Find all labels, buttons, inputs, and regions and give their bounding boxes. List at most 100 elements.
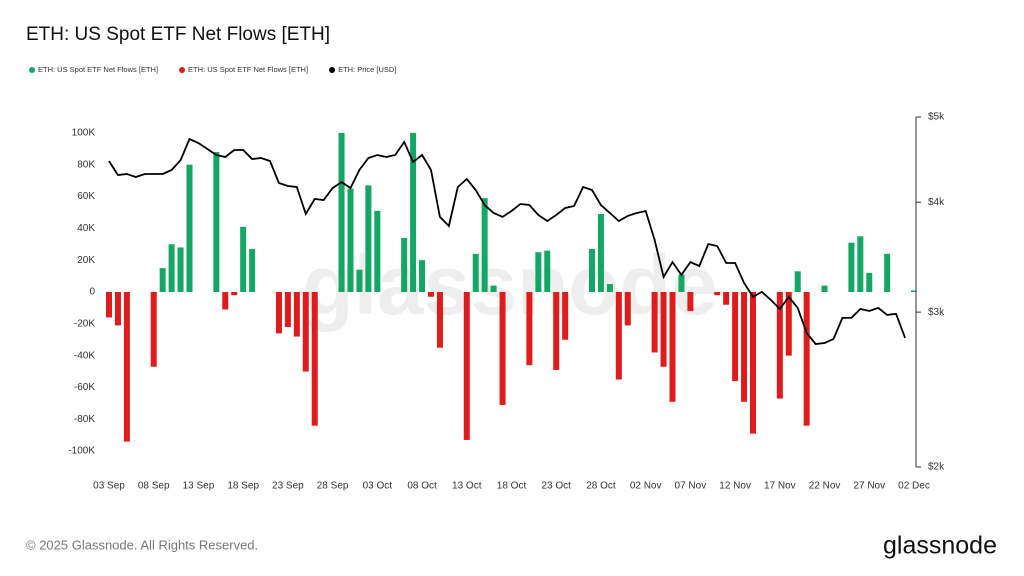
bar (302, 292, 309, 372)
x-tick-label: 28 Sep (317, 481, 349, 492)
y-tick-label: 80K (77, 159, 95, 170)
bar (884, 253, 891, 292)
y-tick-label: -40K (74, 350, 95, 361)
bar (401, 237, 408, 292)
bar (723, 292, 730, 305)
bar (562, 292, 569, 340)
bar (356, 269, 363, 292)
bar (714, 292, 721, 296)
y-tick-label: 0 (89, 287, 95, 298)
x-tick-label: 23 Sep (272, 481, 304, 492)
bar (123, 292, 130, 442)
bar (776, 292, 783, 399)
y-tick-label: -60K (74, 382, 95, 393)
bar (410, 132, 417, 292)
legend-label: ETH: US Spot ETF Net Flows [ETH] (38, 65, 158, 74)
bar (293, 292, 300, 337)
bar (159, 268, 166, 292)
bar (374, 210, 381, 292)
y-tick-label: -20K (74, 318, 95, 329)
bar (428, 292, 434, 297)
bar (597, 214, 604, 292)
bar (168, 244, 175, 292)
y-tick-label: 20K (77, 255, 95, 266)
bar (222, 292, 229, 310)
x-tick-label: 27 Nov (853, 481, 885, 492)
bar (553, 292, 560, 370)
y-tick-label: -80K (74, 414, 95, 425)
bar (231, 292, 238, 296)
bar (660, 292, 667, 367)
y-tick-label: 100K (72, 128, 96, 139)
x-tick-label: 07 Nov (675, 481, 707, 492)
legend-marker (329, 67, 336, 73)
bar (365, 185, 372, 292)
bar (526, 292, 533, 366)
bar (275, 292, 282, 334)
y-tick-label: -100K (68, 446, 95, 457)
y-tick-label: 60K (77, 191, 95, 202)
bar (732, 292, 739, 382)
bar (687, 292, 694, 312)
bar (114, 292, 121, 326)
bar (866, 272, 873, 292)
x-tick-label: 08 Oct (407, 481, 437, 492)
logo: glassnode (883, 532, 997, 560)
x-tick-label: 02 Dec (898, 481, 930, 492)
bar (624, 292, 631, 326)
footer: © 2025 Glassnode. All Rights Reserved. (26, 537, 258, 552)
legend-label: ETH: Price [USD] (338, 65, 396, 74)
bar (490, 285, 497, 292)
bar (106, 292, 112, 318)
x-tick-label: 12 Nov (719, 481, 751, 492)
bar (741, 292, 748, 402)
y2-tick-label: $3k (928, 307, 945, 318)
x-tick-label: 03 Oct (363, 481, 393, 492)
bar (499, 292, 506, 405)
bar (472, 253, 479, 292)
bar (606, 284, 613, 292)
legend-label: ETH: US Spot ETF Net Flows [ETH] (188, 65, 308, 74)
chart-title: ETH: US Spot ETF Net Flows [ETH] (26, 24, 330, 45)
bar (419, 260, 426, 292)
watermark: glassnode (302, 238, 717, 332)
bar (535, 252, 542, 292)
y2-tick-label: $4k (928, 197, 945, 208)
x-tick-label: 18 Sep (227, 481, 259, 492)
bar (463, 292, 470, 440)
y2-tick-label: $5k (928, 112, 945, 123)
price-line (108, 137, 906, 345)
bar (794, 271, 801, 292)
bar (311, 292, 318, 426)
x-tick-label: 13 Sep (183, 481, 215, 492)
bar (589, 249, 595, 292)
bar (436, 292, 443, 348)
x-tick-label: 18 Oct (497, 481, 527, 492)
bar (669, 292, 676, 402)
legend-marker (179, 67, 186, 73)
x-tick-label: 02 Nov (630, 481, 662, 492)
x-tick-label: 28 Oct (586, 481, 616, 492)
x-tick-label: 17 Nov (764, 481, 796, 492)
x-tick-label: 23 Oct (541, 481, 571, 492)
bar (249, 249, 256, 292)
bar (544, 250, 551, 292)
bar (150, 292, 157, 367)
x-tick-label: 22 Nov (809, 481, 841, 492)
bar (186, 164, 193, 292)
bar (338, 132, 345, 292)
y2-tick-label: $2k (928, 462, 945, 473)
bar (284, 292, 291, 327)
bar (678, 274, 685, 292)
bar (240, 226, 247, 292)
bar (848, 242, 855, 292)
legend-marker (29, 67, 35, 73)
bar (481, 198, 488, 292)
bar (911, 290, 917, 292)
bar (821, 285, 828, 292)
x-tick-label: 13 Oct (452, 481, 482, 492)
x-tick-label: 08 Sep (138, 481, 170, 492)
bar (177, 247, 184, 292)
bar (615, 292, 622, 380)
bar (785, 292, 792, 356)
